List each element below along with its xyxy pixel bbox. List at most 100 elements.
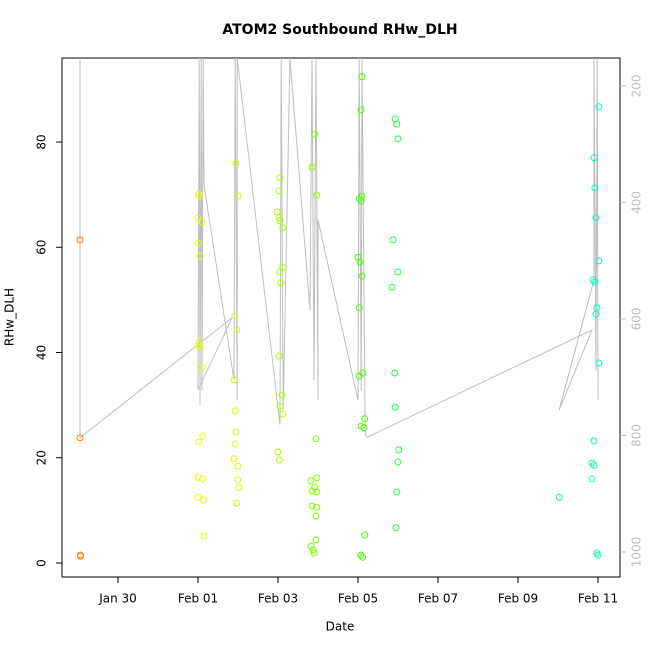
point: [309, 546, 317, 554]
point: [310, 549, 318, 557]
point: [308, 502, 316, 510]
point: [394, 458, 402, 466]
y-tick-label: 20: [35, 450, 49, 465]
point: [361, 415, 369, 423]
point: [275, 214, 283, 222]
point: [355, 304, 363, 312]
x-tick-label: Feb 05: [338, 592, 378, 606]
point: [194, 493, 202, 501]
point: [361, 531, 369, 539]
point: [395, 446, 403, 454]
point: [360, 424, 368, 432]
point: [194, 239, 202, 247]
point: [231, 407, 239, 415]
point: [588, 459, 596, 467]
point: [233, 499, 241, 507]
point: [194, 214, 202, 222]
point: [194, 473, 202, 481]
point: [200, 496, 208, 504]
y-tick-label: 60: [35, 240, 49, 255]
point: [231, 312, 239, 320]
point: [235, 484, 243, 492]
point: [196, 252, 204, 260]
point: [391, 369, 399, 377]
point: [594, 551, 602, 559]
y-tick-label: 80: [35, 134, 49, 149]
point: [592, 214, 600, 222]
point: [275, 352, 283, 360]
y-tick-label: 40: [35, 345, 49, 360]
point: [359, 553, 367, 561]
point: [76, 434, 84, 442]
point: [393, 488, 401, 496]
point: [391, 403, 399, 411]
point: [276, 268, 284, 276]
point: [355, 372, 363, 380]
point: [234, 462, 242, 470]
point: [195, 192, 203, 200]
point: [276, 174, 284, 182]
point: [595, 359, 603, 367]
point: [273, 208, 281, 216]
point: [234, 476, 242, 484]
point: [307, 542, 315, 550]
pressure-line: [79, 58, 599, 439]
point: [555, 493, 563, 501]
point: [595, 103, 603, 111]
point: [196, 344, 204, 352]
point: [590, 437, 598, 445]
y2-tick-label: 200: [630, 75, 644, 98]
point: [231, 440, 239, 448]
point: [358, 272, 366, 280]
point: [313, 474, 321, 482]
x-axis-label: Date: [326, 620, 355, 634]
point: [590, 461, 598, 469]
point: [76, 236, 84, 244]
point: [389, 236, 397, 244]
x-tick-label: Jan 30: [98, 592, 137, 606]
point: [275, 187, 283, 195]
point: [312, 536, 320, 544]
point: [234, 192, 242, 200]
point: [230, 455, 238, 463]
x-tick-label: Feb 07: [418, 592, 458, 606]
point: [76, 552, 84, 560]
point: [279, 224, 287, 232]
point: [313, 191, 321, 199]
point: [274, 448, 282, 456]
point: [230, 376, 238, 384]
plot-area: [76, 58, 603, 561]
point: [279, 410, 287, 418]
point: [592, 310, 600, 318]
point: [308, 163, 316, 171]
point: [394, 268, 402, 276]
point: [590, 154, 598, 162]
point: [198, 218, 206, 226]
point: [357, 197, 365, 205]
point: [277, 279, 285, 287]
x-tick-label: Feb 01: [178, 592, 218, 606]
point: [357, 106, 365, 114]
point: [313, 503, 321, 511]
plot-frame: [61, 57, 621, 578]
point: [593, 304, 601, 312]
y2-tick-label: 1000: [630, 537, 644, 568]
point: [591, 184, 599, 192]
point: [312, 512, 320, 520]
x-tick-label: Feb 09: [498, 592, 538, 606]
point: [308, 487, 316, 495]
point: [595, 257, 603, 265]
point: [388, 283, 396, 291]
point: [589, 276, 597, 284]
y2-tick-label: 400: [630, 191, 644, 214]
point: [276, 402, 284, 410]
x-tick-label: Feb 03: [258, 592, 298, 606]
point: [275, 456, 283, 464]
chart-title: ATOM2 Southbound RHw_DLH: [222, 22, 457, 38]
point: [232, 159, 240, 167]
point: [200, 532, 208, 540]
point: [195, 438, 203, 446]
x-tick-label: Feb 11: [578, 592, 618, 606]
point: [307, 477, 315, 485]
